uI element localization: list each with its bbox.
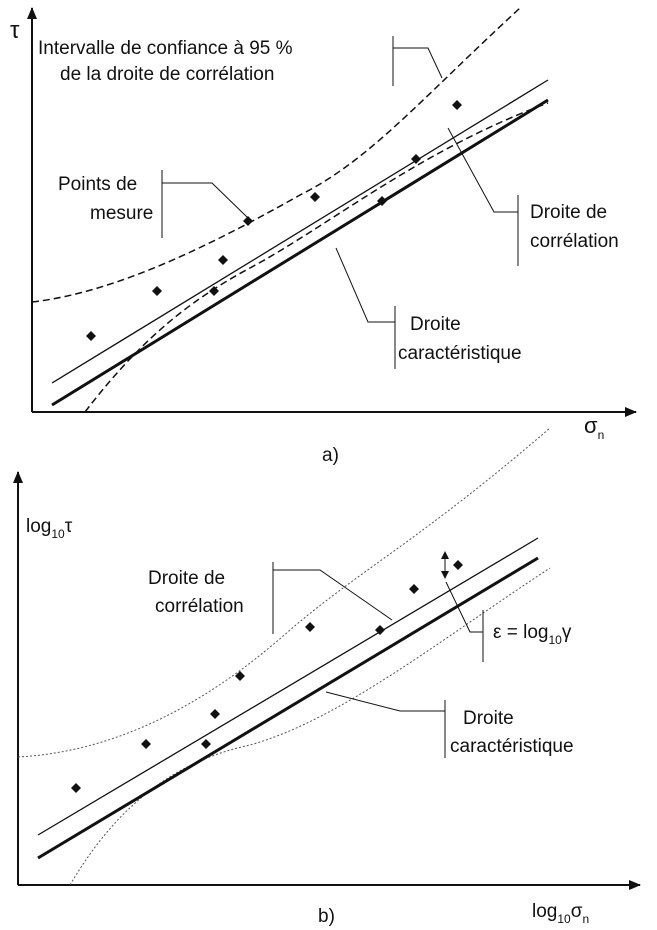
x-label-tail: σ [571, 901, 583, 922]
characteristic-label: Droite [410, 314, 461, 335]
measure-points [71, 560, 463, 793]
epsilon-label: ε = log10γ [493, 622, 572, 647]
y-label-base: log [26, 516, 51, 537]
caption: b) [318, 906, 335, 927]
x-label-sub2: n [582, 912, 589, 926]
correlation-label: corrélation [155, 596, 244, 617]
y-label: τ [10, 17, 20, 44]
points-label: Points de [58, 174, 137, 195]
leader [325, 691, 446, 758]
correlation-line [51, 79, 549, 384]
confidence-label: Intervalle de confiance à 95 % [38, 38, 293, 59]
leader [445, 581, 484, 662]
leader [447, 127, 519, 266]
leader [272, 562, 393, 634]
leader [392, 36, 443, 86]
y-label-sub: 10 [51, 527, 65, 541]
x-label: σn [584, 413, 604, 442]
characteristic-line [37, 556, 539, 860]
confidence-lower [84, 102, 549, 413]
confidence-label: de la droite de corrélation [60, 64, 274, 85]
confidence-upper [31, 7, 521, 303]
points-label: mesure [90, 203, 153, 224]
x-label-sub: n [598, 428, 605, 442]
characteristic-line [51, 98, 549, 407]
x-label-base: log [532, 901, 557, 922]
epsilon-sub: 10 [548, 633, 562, 647]
panel-a: τ σn a) Intervalle de confiance à 95 % d… [10, 7, 637, 466]
panel-b: log10τ log10σn b) Droite de corrélation … [13, 427, 641, 927]
x-label-base: σ [584, 413, 598, 438]
characteristic-label: caractéristique [450, 736, 574, 757]
y-label-tail: τ [65, 516, 73, 537]
correlation-label: Droite de [148, 568, 225, 589]
leader [161, 170, 249, 238]
correlation-label: Droite de [530, 202, 607, 223]
epsilon-base: ε = log [493, 622, 548, 643]
correlation-line [37, 537, 539, 836]
x-label: log10σn [532, 901, 589, 926]
caption: a) [322, 445, 339, 466]
characteristic-label: Droite [463, 708, 514, 729]
y-label: log10τ [26, 516, 73, 541]
measure-points [86, 100, 462, 341]
confidence-lower [69, 567, 551, 886]
leader [335, 247, 396, 369]
epsilon-tail: γ [562, 622, 572, 643]
characteristic-label: caractéristique [398, 343, 522, 364]
correlation-label: corrélation [530, 231, 619, 252]
x-label-sub: 10 [557, 912, 571, 926]
